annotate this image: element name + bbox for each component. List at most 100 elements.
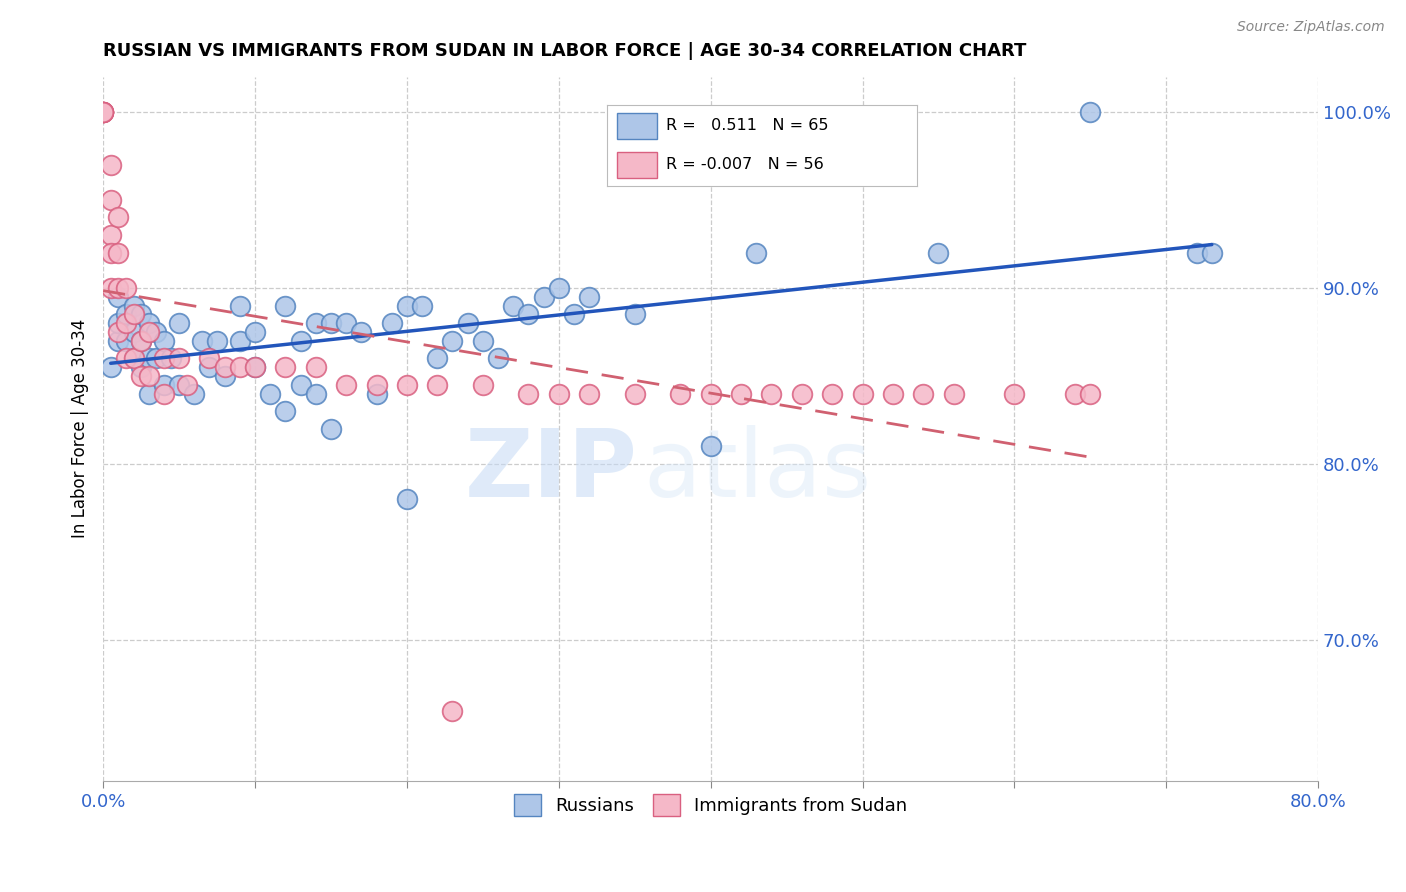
- Y-axis label: In Labor Force | Age 30-34: In Labor Force | Age 30-34: [72, 319, 89, 539]
- Point: [129, 360, 152, 375]
- Point: [790, 386, 813, 401]
- Point: [411, 299, 433, 313]
- Point: [486, 351, 509, 366]
- Point: [122, 307, 145, 321]
- Point: [100, 245, 122, 260]
- Point: [153, 386, 176, 401]
- Point: [533, 290, 555, 304]
- Point: [882, 386, 904, 401]
- Point: [153, 377, 176, 392]
- Point: [107, 290, 129, 304]
- Point: [381, 316, 404, 330]
- Point: [107, 211, 129, 225]
- Point: [730, 386, 752, 401]
- Point: [350, 325, 373, 339]
- Point: [122, 351, 145, 366]
- Point: [91, 104, 114, 119]
- Point: [107, 281, 129, 295]
- Point: [441, 704, 464, 718]
- Point: [107, 325, 129, 339]
- Point: [290, 377, 312, 392]
- Point: [107, 316, 129, 330]
- Point: [176, 377, 198, 392]
- Point: [319, 422, 342, 436]
- Point: [517, 386, 540, 401]
- Point: [100, 228, 122, 243]
- Point: [426, 351, 449, 366]
- Point: [198, 360, 221, 375]
- Point: [214, 368, 236, 383]
- Point: [145, 325, 167, 339]
- Point: [122, 299, 145, 313]
- Point: [138, 351, 160, 366]
- Point: [699, 439, 721, 453]
- Point: [623, 307, 645, 321]
- Point: [153, 334, 176, 348]
- Point: [471, 377, 494, 392]
- Point: [129, 368, 152, 383]
- Point: [274, 360, 297, 375]
- Point: [243, 325, 266, 339]
- Point: [160, 351, 183, 366]
- Point: [669, 386, 692, 401]
- Point: [214, 360, 236, 375]
- Point: [107, 245, 129, 260]
- Point: [129, 334, 152, 348]
- Point: [129, 307, 152, 321]
- Point: [138, 368, 160, 383]
- Point: [319, 316, 342, 330]
- Point: [1002, 386, 1025, 401]
- Point: [91, 104, 114, 119]
- Point: [129, 334, 152, 348]
- Point: [1078, 104, 1101, 119]
- Point: [395, 299, 418, 313]
- Point: [335, 316, 357, 330]
- Point: [547, 281, 569, 295]
- Point: [1064, 386, 1087, 401]
- Point: [274, 404, 297, 418]
- Point: [699, 386, 721, 401]
- Point: [115, 307, 138, 321]
- Point: [191, 334, 214, 348]
- Point: [259, 386, 281, 401]
- Point: [167, 377, 190, 392]
- Point: [107, 334, 129, 348]
- Point: [115, 351, 138, 366]
- Point: [547, 386, 569, 401]
- Point: [578, 386, 600, 401]
- Point: [229, 360, 252, 375]
- Legend: Russians, Immigrants from Sudan: Russians, Immigrants from Sudan: [505, 785, 917, 825]
- Point: [183, 386, 205, 401]
- Point: [821, 386, 844, 401]
- Point: [100, 281, 122, 295]
- Point: [145, 351, 167, 366]
- Point: [623, 386, 645, 401]
- Point: [305, 316, 328, 330]
- Point: [115, 281, 138, 295]
- Point: [122, 325, 145, 339]
- Point: [138, 316, 160, 330]
- Point: [578, 290, 600, 304]
- Point: [305, 386, 328, 401]
- Point: [441, 334, 464, 348]
- Point: [243, 360, 266, 375]
- Point: [100, 158, 122, 172]
- Point: [761, 386, 783, 401]
- Point: [457, 316, 479, 330]
- Point: [912, 386, 935, 401]
- Point: [942, 386, 965, 401]
- Point: [1078, 386, 1101, 401]
- Point: [91, 104, 114, 119]
- Point: [100, 360, 122, 375]
- Point: [100, 193, 122, 207]
- Point: [502, 299, 524, 313]
- Point: [366, 377, 388, 392]
- Text: ZIP: ZIP: [465, 425, 638, 517]
- Point: [471, 334, 494, 348]
- Point: [198, 351, 221, 366]
- Point: [745, 245, 768, 260]
- Point: [229, 299, 252, 313]
- Point: [290, 334, 312, 348]
- Point: [205, 334, 228, 348]
- Point: [91, 104, 114, 119]
